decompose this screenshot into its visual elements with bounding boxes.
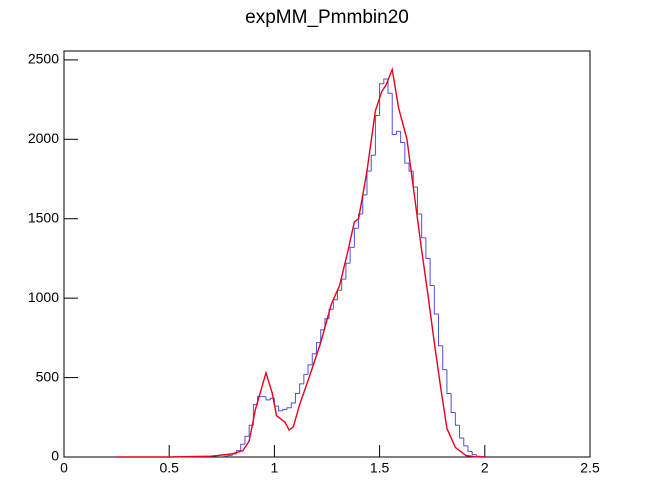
y-tick-label: 1000 — [28, 289, 59, 305]
histogram-bin — [227, 454, 233, 457]
histogram-bin — [290, 402, 296, 408]
histogram-bin — [307, 364, 313, 375]
histogram-bin — [425, 237, 431, 259]
histogram-bin — [240, 443, 245, 451]
histogram-bin — [370, 154, 376, 172]
y-tick-label: 2500 — [28, 51, 59, 67]
histogram-bin — [299, 383, 304, 394]
histogram-bin — [454, 412, 460, 426]
histogram-bin — [467, 445, 473, 452]
histogram-bin — [286, 407, 292, 410]
histogram-bin — [353, 227, 359, 248]
x-tick-label: 1.5 — [370, 460, 390, 476]
histogram-bin — [446, 369, 452, 394]
histogram-bin — [383, 78, 389, 84]
histogram-bin — [379, 83, 384, 116]
histogram-bin — [294, 392, 300, 403]
histogram-bin — [315, 342, 321, 354]
x-tick-label: 2 — [481, 460, 489, 476]
histogram-bin — [328, 308, 334, 319]
histogram-bin — [345, 262, 351, 280]
histogram-bin — [433, 285, 439, 315]
histogram-bin — [463, 437, 468, 447]
x-tick-label: 0 — [60, 460, 68, 476]
histogram-bin — [404, 142, 410, 164]
histogram-bin — [303, 373, 309, 384]
histogram-bin — [358, 213, 363, 229]
histogram-bin — [282, 408, 288, 411]
histogram-bin — [400, 131, 405, 143]
histogram-bin — [244, 435, 250, 445]
y-tick-label: 1500 — [28, 209, 59, 225]
histogram-bin — [349, 246, 355, 264]
histogram-bin — [442, 345, 447, 371]
histogram-bin — [223, 455, 229, 457]
y-tick-label: 2000 — [28, 130, 59, 146]
histogram-bin — [265, 396, 271, 401]
histogram-bin — [391, 93, 397, 136]
histogram-bin — [450, 393, 456, 414]
histogram-bin — [471, 451, 477, 456]
x-tick-label: 1 — [271, 460, 279, 476]
chart-title: expMM_Pmmbin20 — [245, 7, 409, 28]
histogram-bin — [311, 353, 317, 365]
x-tick-label: 0.5 — [159, 460, 179, 476]
x-tick-label: 2.5 — [580, 460, 600, 476]
y-tick-label: 0 — [51, 448, 59, 464]
histogram-bin — [459, 425, 464, 439]
histogram-bin — [438, 314, 443, 347]
histogram-bin — [387, 78, 393, 94]
y-tick-label: 500 — [36, 368, 60, 384]
histogram-bin — [278, 406, 283, 412]
plot-frame — [63, 50, 591, 458]
histogram-bin — [421, 213, 426, 239]
fit-line — [116, 66, 485, 458]
histogram-bin — [395, 130, 401, 135]
histogram-bin — [429, 258, 435, 286]
